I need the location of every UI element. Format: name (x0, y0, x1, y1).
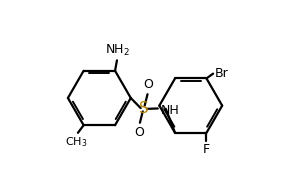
Text: CH$_3$: CH$_3$ (65, 135, 88, 149)
Text: O: O (134, 126, 144, 139)
Text: F: F (203, 143, 210, 156)
Text: S: S (139, 101, 149, 116)
Text: Br: Br (214, 67, 228, 80)
Text: NH$_2$: NH$_2$ (105, 43, 130, 58)
Text: NH: NH (161, 104, 179, 117)
Text: O: O (144, 78, 153, 91)
